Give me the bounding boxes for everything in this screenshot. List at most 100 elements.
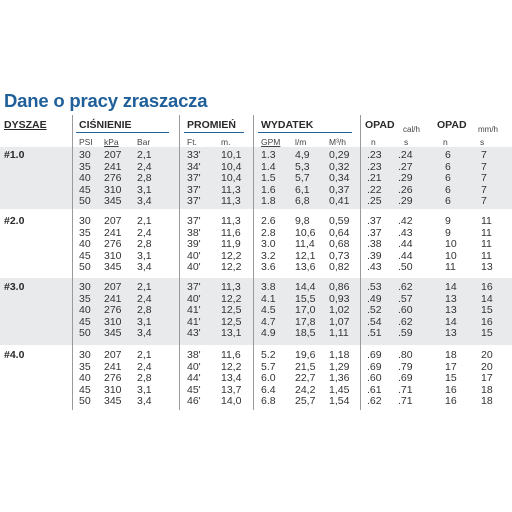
table-cell: 276 (104, 372, 122, 384)
table-cell: .37 (367, 215, 382, 227)
table-cell: .44 (398, 238, 413, 250)
table-cell: .26 (398, 183, 413, 196)
table-cell: 207 (104, 281, 122, 293)
table-cell: 37' (187, 172, 201, 184)
table-cell: 3.6 (261, 261, 276, 273)
table-cell: 7 (481, 172, 487, 184)
table-cell: 0,37 (329, 183, 350, 196)
table-cell: 41' (187, 315, 201, 328)
table-cell: 45' (187, 383, 201, 396)
table-cell: 2,4 (137, 360, 152, 373)
table-cell: 11 (481, 215, 492, 227)
table-cell: 0,34 (329, 172, 350, 184)
subheader-bar: Bar (137, 137, 151, 147)
table-cell: 13 (445, 292, 457, 305)
table-cell: 11,6 (221, 226, 241, 239)
table-cell: 10,4 (221, 172, 242, 184)
nozzle-label: #1.0 (4, 149, 25, 161)
table-cell: 17 (445, 360, 457, 373)
table-cell: 2,8 (137, 172, 152, 184)
table-cell: 41' (187, 304, 201, 316)
table-cell: .53 (367, 281, 382, 293)
table-cell: 46' (187, 395, 201, 407)
table-cell: 12,5 (221, 315, 242, 328)
table-cell: 11 (481, 249, 492, 262)
table-cell: .71 (398, 383, 413, 396)
table-cell: .44 (398, 249, 413, 262)
table-cell: 30 (79, 281, 91, 293)
column-divider-2 (179, 115, 180, 410)
table-cell: 50 (79, 195, 91, 207)
table-cell: 276 (104, 172, 122, 184)
table-cell: .69 (367, 349, 382, 361)
table-cell: 207 (104, 349, 122, 361)
table-cell: 15 (445, 372, 457, 384)
subheader-s-2: s (480, 137, 485, 147)
table-cell: 241 (104, 160, 122, 173)
table-cell: .21 (367, 172, 382, 184)
table-cell: .59 (398, 327, 413, 339)
table-cell: 1,11 (329, 327, 349, 339)
header-dysze: DYSZAE (4, 119, 47, 131)
table-cell: 50 (79, 327, 91, 339)
table-cell: 10,6 (295, 226, 316, 239)
header-rule-promien (184, 132, 244, 133)
table-cell: 6 (445, 160, 451, 173)
table-cell: 1.3 (261, 149, 276, 161)
table-cell: 40 (79, 172, 91, 184)
table-cell: 33' (187, 149, 201, 161)
table-cell: .37 (367, 226, 382, 239)
table-cell: 6.4 (261, 383, 276, 396)
header-opad-1: OPAD (365, 119, 395, 131)
table-cell: .60 (398, 304, 413, 316)
table-cell: .62 (398, 281, 413, 293)
table-cell: 276 (104, 304, 122, 316)
table-cell: 14 (445, 281, 457, 293)
table-cell: .38 (367, 238, 382, 250)
table-cell: 207 (104, 149, 122, 161)
subheader-m: m. (221, 137, 231, 147)
table-cell: 45 (79, 249, 91, 262)
table-cell: .57 (398, 292, 413, 305)
table-cell: 14 (445, 315, 457, 328)
table-cell: 37' (187, 183, 201, 196)
table-cell: 11 (481, 238, 492, 250)
table-cell: 2,1 (137, 349, 152, 361)
table-cell: .42 (398, 215, 413, 227)
table-cell: 0,41 (329, 195, 350, 207)
table-cell: 2,8 (137, 372, 152, 384)
table-cell: 0,59 (329, 215, 350, 227)
table-cell: 10,1 (221, 149, 242, 161)
table-cell: 18 (481, 383, 493, 396)
table-cell: 40' (187, 261, 201, 273)
table-cell: 12,1 (295, 249, 316, 262)
table-cell: 6,8 (295, 195, 310, 207)
table-cell: 2.6 (261, 215, 276, 227)
header-wydatek: WYDATEK (261, 119, 314, 131)
table-cell: 35 (79, 292, 91, 305)
table-cell: 310 (104, 249, 122, 262)
table-cell: 5,7 (295, 172, 310, 184)
table-cell: 22,7 (295, 372, 316, 384)
nozzle-label: #3.0 (4, 281, 25, 293)
page-title: Dane o pracy zraszacza (4, 90, 208, 111)
table-cell: 40 (79, 304, 91, 316)
table-cell: 37' (187, 281, 201, 293)
table-cell: 0,68 (329, 238, 350, 250)
table-cell: .23 (367, 149, 382, 161)
table-cell: .49 (367, 292, 382, 305)
table-cell: 40' (187, 249, 201, 262)
table-cell: 30 (79, 349, 91, 361)
table-cell: 3.2 (261, 249, 276, 262)
table-cell: 10 (445, 249, 457, 262)
table-cell: 310 (104, 315, 122, 328)
table-cell: 310 (104, 383, 122, 396)
table-cell: 1,18 (329, 349, 350, 361)
table-cell: 2,1 (137, 281, 152, 293)
table-cell: 345 (104, 327, 122, 339)
column-divider-4 (360, 115, 361, 410)
table-cell: 37' (187, 195, 201, 207)
table-cell: 11,4 (295, 238, 315, 250)
table-cell: 1,29 (329, 360, 350, 373)
table-cell: 0,32 (329, 160, 350, 173)
